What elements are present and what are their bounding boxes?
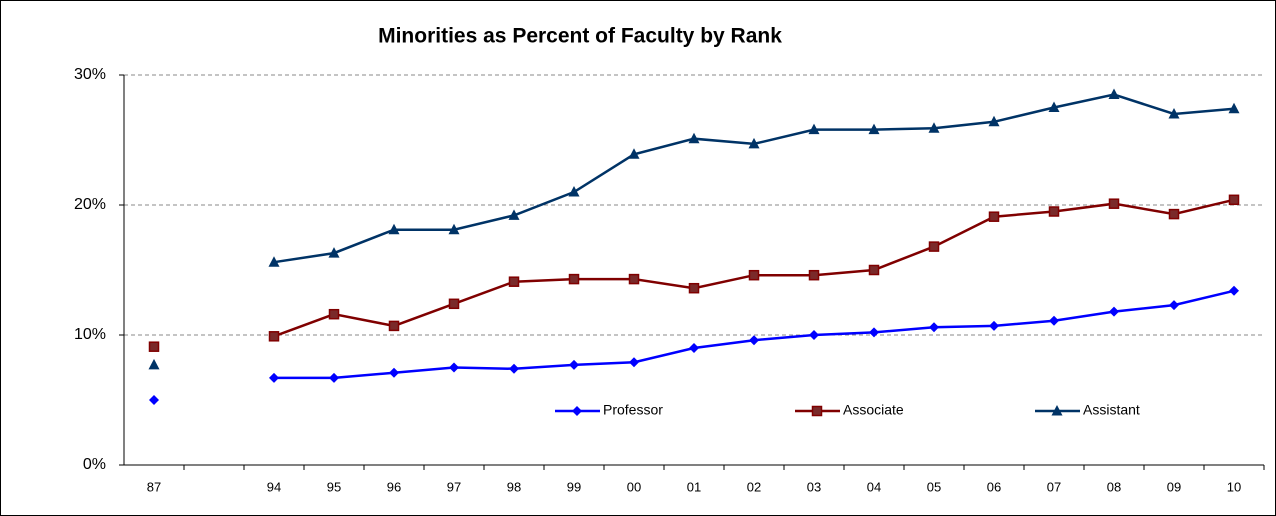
x-tick-label: 07 <box>1047 479 1061 494</box>
marker <box>569 359 579 370</box>
marker <box>268 256 280 267</box>
marker <box>1168 208 1180 220</box>
x-tick-label: 99 <box>567 479 581 494</box>
marker <box>449 362 459 373</box>
marker <box>1228 102 1240 114</box>
marker <box>989 320 999 331</box>
legend-marker <box>1051 405 1063 416</box>
marker <box>868 123 880 135</box>
x-tick-label: 87 <box>147 479 161 494</box>
legend-marker <box>811 405 823 417</box>
marker <box>1109 306 1119 317</box>
marker <box>988 115 1000 127</box>
marker <box>688 132 700 144</box>
marker <box>808 123 820 135</box>
marker <box>389 367 399 378</box>
x-tick-label: 08 <box>1107 479 1121 494</box>
marker <box>388 320 400 332</box>
x-tick-label: 05 <box>927 479 941 494</box>
marker <box>1049 315 1059 326</box>
marker <box>689 343 699 353</box>
marker <box>1108 88 1120 99</box>
x-tick-label: 09 <box>1167 479 1181 494</box>
marker <box>928 241 940 252</box>
marker <box>628 148 640 159</box>
marker <box>748 269 760 281</box>
marker <box>508 209 520 220</box>
x-tick-label: 10 <box>1227 479 1241 494</box>
marker <box>268 331 280 342</box>
marker <box>568 186 580 197</box>
y-tick-label: 10% <box>74 326 106 343</box>
legend-marker <box>572 406 582 416</box>
y-tick-label: 0% <box>83 456 106 473</box>
marker <box>328 247 340 258</box>
marker <box>749 335 759 346</box>
y-tick-label: 30% <box>74 66 106 83</box>
x-tick-label: 00 <box>627 479 641 494</box>
marker <box>509 363 519 374</box>
marker <box>1168 108 1180 119</box>
marker <box>448 298 460 310</box>
marker <box>1048 206 1060 217</box>
marker <box>1228 194 1240 206</box>
marker <box>1108 198 1120 209</box>
marker <box>628 273 640 285</box>
marker <box>869 327 879 338</box>
x-tick-label: 97 <box>447 479 461 494</box>
legend-label: Associate <box>843 402 904 418</box>
marker <box>929 322 939 333</box>
marker <box>1169 300 1179 311</box>
x-tick-label: 04 <box>867 479 881 494</box>
marker <box>868 264 880 276</box>
marker <box>448 223 460 235</box>
x-tick-label: 98 <box>507 479 521 494</box>
marker <box>808 269 820 281</box>
marker <box>1048 101 1060 112</box>
marker <box>329 372 339 383</box>
legend-label: Professor <box>603 402 663 418</box>
marker <box>928 122 940 133</box>
x-tick-label: 94 <box>267 479 281 494</box>
marker <box>149 395 159 405</box>
y-tick-label: 20% <box>74 196 106 213</box>
legend-label: Assistant <box>1083 402 1140 418</box>
marker <box>328 308 340 320</box>
marker <box>1229 285 1239 296</box>
x-tick-label: 06 <box>987 479 1001 494</box>
marker <box>988 211 1000 222</box>
marker <box>388 223 400 235</box>
marker <box>148 341 160 352</box>
marker <box>809 330 819 340</box>
chart-title: Minorities as Percent of Faculty by Rank <box>378 25 782 48</box>
x-tick-label: 95 <box>327 479 341 494</box>
x-tick-label: 01 <box>687 479 701 494</box>
marker <box>269 372 279 383</box>
x-tick-label: 96 <box>387 479 401 494</box>
marker <box>508 276 520 287</box>
marker <box>568 273 580 285</box>
x-tick-label: 02 <box>747 479 761 494</box>
marker <box>629 357 639 368</box>
marker <box>148 358 160 370</box>
marker <box>748 137 760 149</box>
marker <box>688 282 700 294</box>
x-tick-label: 03 <box>807 479 821 494</box>
